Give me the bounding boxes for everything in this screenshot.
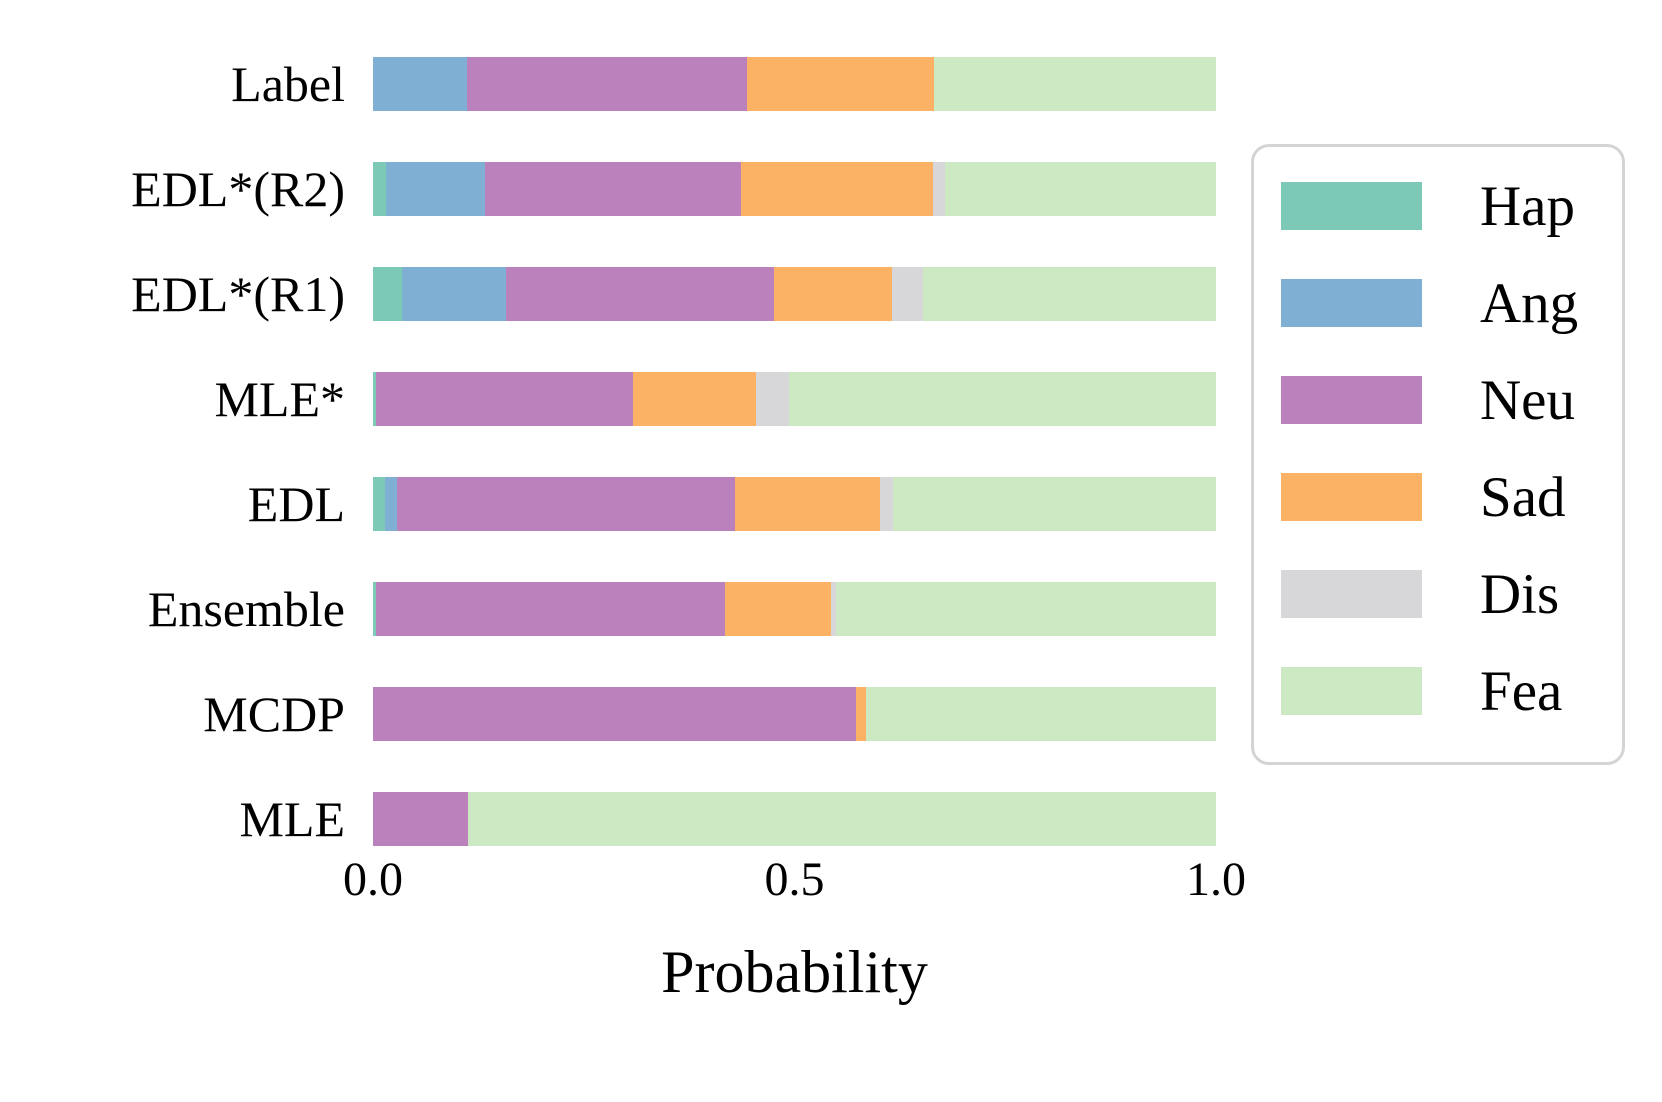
bar-row — [373, 582, 1216, 636]
bar-segment-ang — [384, 477, 398, 531]
bar-segment-neu — [373, 792, 469, 846]
category-label-edl: EDL — [247, 476, 345, 532]
legend-label-neu: Neu — [1480, 368, 1575, 432]
bar-segment-fea — [893, 477, 1216, 531]
bar-segment-neu — [397, 477, 736, 531]
x-axis-title: Probability — [661, 939, 928, 1005]
bar-segment-neu — [466, 57, 748, 111]
legend-label-dis: Dis — [1480, 562, 1560, 626]
bar-segment-sad — [724, 582, 831, 636]
bar-segment-neu — [373, 687, 857, 741]
bar-row — [373, 792, 1216, 846]
category-label-edl-r2: EDL*(R2) — [131, 161, 345, 217]
bar-segment-dis — [755, 372, 789, 426]
legend-swatch-ang — [1281, 279, 1422, 327]
bar-segment-fea — [468, 792, 1216, 846]
bar-segment-neu — [375, 582, 725, 636]
bar-segment-sad — [774, 267, 893, 321]
bar-segment-dis — [830, 582, 836, 636]
bar-segment-sad — [735, 477, 881, 531]
legend-entry-neu: Neu — [1281, 371, 1622, 429]
bar-segment-neu — [506, 267, 775, 321]
bar-segment-neu — [376, 372, 634, 426]
bar-row — [373, 372, 1216, 426]
legend-label-fea: Fea — [1480, 659, 1563, 723]
bar-segment-fea — [788, 372, 1216, 426]
bar-row — [373, 267, 1216, 321]
bar-segment-hap — [373, 477, 385, 531]
bar-segment-fea — [934, 57, 1216, 111]
bar-segment-ang — [373, 57, 467, 111]
category-label-edl-r1: EDL*(R1) — [131, 266, 345, 322]
legend-label-sad: Sad — [1480, 465, 1566, 529]
bar-segment-hap — [373, 267, 402, 321]
bar-segment-sad — [747, 57, 935, 111]
category-label-mle: MLE* — [214, 371, 345, 427]
bar-row — [373, 57, 1216, 111]
bar-segment-sad — [633, 372, 756, 426]
bar-row — [373, 687, 1216, 741]
legend-label-hap: Hap — [1480, 174, 1575, 238]
legend-box: Hap Ang Neu Sad Dis Fea — [1251, 144, 1625, 765]
legend-swatch-sad — [1281, 473, 1422, 521]
category-label-mle: MLE — [239, 791, 345, 847]
x-tick-label: 0.5 — [764, 853, 825, 906]
bar-segment-ang — [385, 162, 486, 216]
legend-swatch-neu — [1281, 376, 1422, 424]
bar-segment-hap — [373, 582, 376, 636]
bar-segment-neu — [485, 162, 741, 216]
bar-segment-dis — [880, 477, 894, 531]
bar-segment-fea — [945, 162, 1216, 216]
bar-segment-hap — [373, 162, 386, 216]
legend-label-ang: Ang — [1480, 271, 1579, 335]
bar-segment-fea — [835, 582, 1216, 636]
bar-row — [373, 477, 1216, 531]
category-label-mcdp: MCDP — [203, 686, 345, 742]
x-tick-label: 1.0 — [1186, 853, 1246, 906]
category-label-label: Label — [231, 56, 345, 112]
legend-swatch-fea — [1281, 667, 1422, 715]
bar-segment-sad — [740, 162, 933, 216]
legend-entry-dis: Dis — [1281, 565, 1622, 623]
bar-segment-sad — [856, 687, 867, 741]
x-tick-label: 0.0 — [343, 853, 403, 906]
legend-entry-fea: Fea — [1281, 662, 1622, 720]
legend-entry-sad: Sad — [1281, 468, 1622, 526]
bar-segment-fea — [866, 687, 1216, 741]
legend-entry-ang: Ang — [1281, 274, 1622, 332]
bar-segment-hap — [373, 372, 377, 426]
bar-segment-fea — [922, 267, 1216, 321]
bar-segment-dis — [892, 267, 923, 321]
bar-row — [373, 162, 1216, 216]
category-label-ensemble: Ensemble — [147, 581, 345, 637]
legend-entry-hap: Hap — [1281, 177, 1622, 235]
legend-swatch-hap — [1281, 182, 1422, 230]
bar-segment-dis — [932, 162, 946, 216]
legend-swatch-dis — [1281, 570, 1422, 618]
bar-segment-ang — [401, 267, 507, 321]
